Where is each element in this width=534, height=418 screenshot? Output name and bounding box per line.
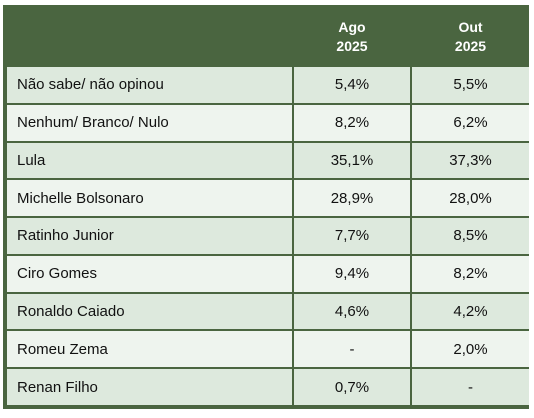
- row-label: Ratinho Junior: [7, 218, 292, 254]
- row-label: Não sabe/ não opinou: [7, 67, 292, 103]
- cell-out: 28,0%: [412, 180, 529, 217]
- cell-ago: 28,9%: [294, 180, 410, 217]
- cell-ago: 7,7%: [294, 218, 410, 254]
- row-label: Renan Filho: [7, 369, 292, 405]
- poll-table-frame: Ago 2025 Out 2025 Não sabe/ não opinou 5…: [3, 5, 529, 409]
- cell-out: -: [412, 369, 529, 405]
- cell-ago: 9,4%: [294, 255, 410, 292]
- table-row: Renan Filho 0,7% -: [7, 369, 529, 405]
- cell-ago: 8,2%: [294, 104, 410, 141]
- poll-table: Ago 2025 Out 2025 Não sabe/ não opinou 5…: [5, 7, 531, 407]
- table-row: Ciro Gomes 9,4% 8,2%: [7, 255, 529, 292]
- header-out-month: Out: [458, 19, 483, 35]
- cell-ago: 4,6%: [294, 293, 410, 330]
- row-label: Lula: [7, 142, 292, 179]
- header-ago-year: 2025: [336, 38, 368, 54]
- cell-out: 6,2%: [412, 104, 529, 141]
- cell-ago: 5,4%: [294, 67, 410, 103]
- header-out-year: 2025: [454, 38, 487, 54]
- row-label: Ciro Gomes: [7, 255, 292, 292]
- table-row: Nenhum/ Branco/ Nulo 8,2% 6,2%: [7, 104, 529, 141]
- table-row: Ratinho Junior 7,7% 8,5%: [7, 218, 529, 254]
- table-row: Ronaldo Caiado 4,6% 4,2%: [7, 293, 529, 330]
- cell-out: 5,5%: [412, 67, 529, 103]
- row-label: Romeu Zema: [7, 331, 292, 368]
- table-row: Romeu Zema - 2,0%: [7, 331, 529, 368]
- row-label: Michelle Bolsonaro: [7, 180, 292, 217]
- cell-out: 2,0%: [412, 331, 529, 368]
- header-row: Ago 2025 Out 2025: [7, 9, 529, 65]
- table-row: Não sabe/ não opinou 5,4% 5,5%: [7, 67, 529, 103]
- cell-out: 8,5%: [412, 218, 529, 254]
- cell-ago: 35,1%: [294, 142, 410, 179]
- table-row: Lula 35,1% 37,3%: [7, 142, 529, 179]
- header-ago-month: Ago: [338, 19, 366, 35]
- cell-out: 8,2%: [412, 255, 529, 292]
- cell-ago: -: [294, 331, 410, 368]
- row-label: Ronaldo Caiado: [7, 293, 292, 330]
- header-blank-cell: [7, 9, 292, 65]
- cell-out: 37,3%: [412, 142, 529, 179]
- header-ago-2025: Ago 2025: [294, 9, 410, 65]
- table-row: Michelle Bolsonaro 28,9% 28,0%: [7, 180, 529, 217]
- header-out-2025: Out 2025: [412, 9, 529, 65]
- cell-out: 4,2%: [412, 293, 529, 330]
- cell-ago: 0,7%: [294, 369, 410, 405]
- row-label: Nenhum/ Branco/ Nulo: [7, 104, 292, 141]
